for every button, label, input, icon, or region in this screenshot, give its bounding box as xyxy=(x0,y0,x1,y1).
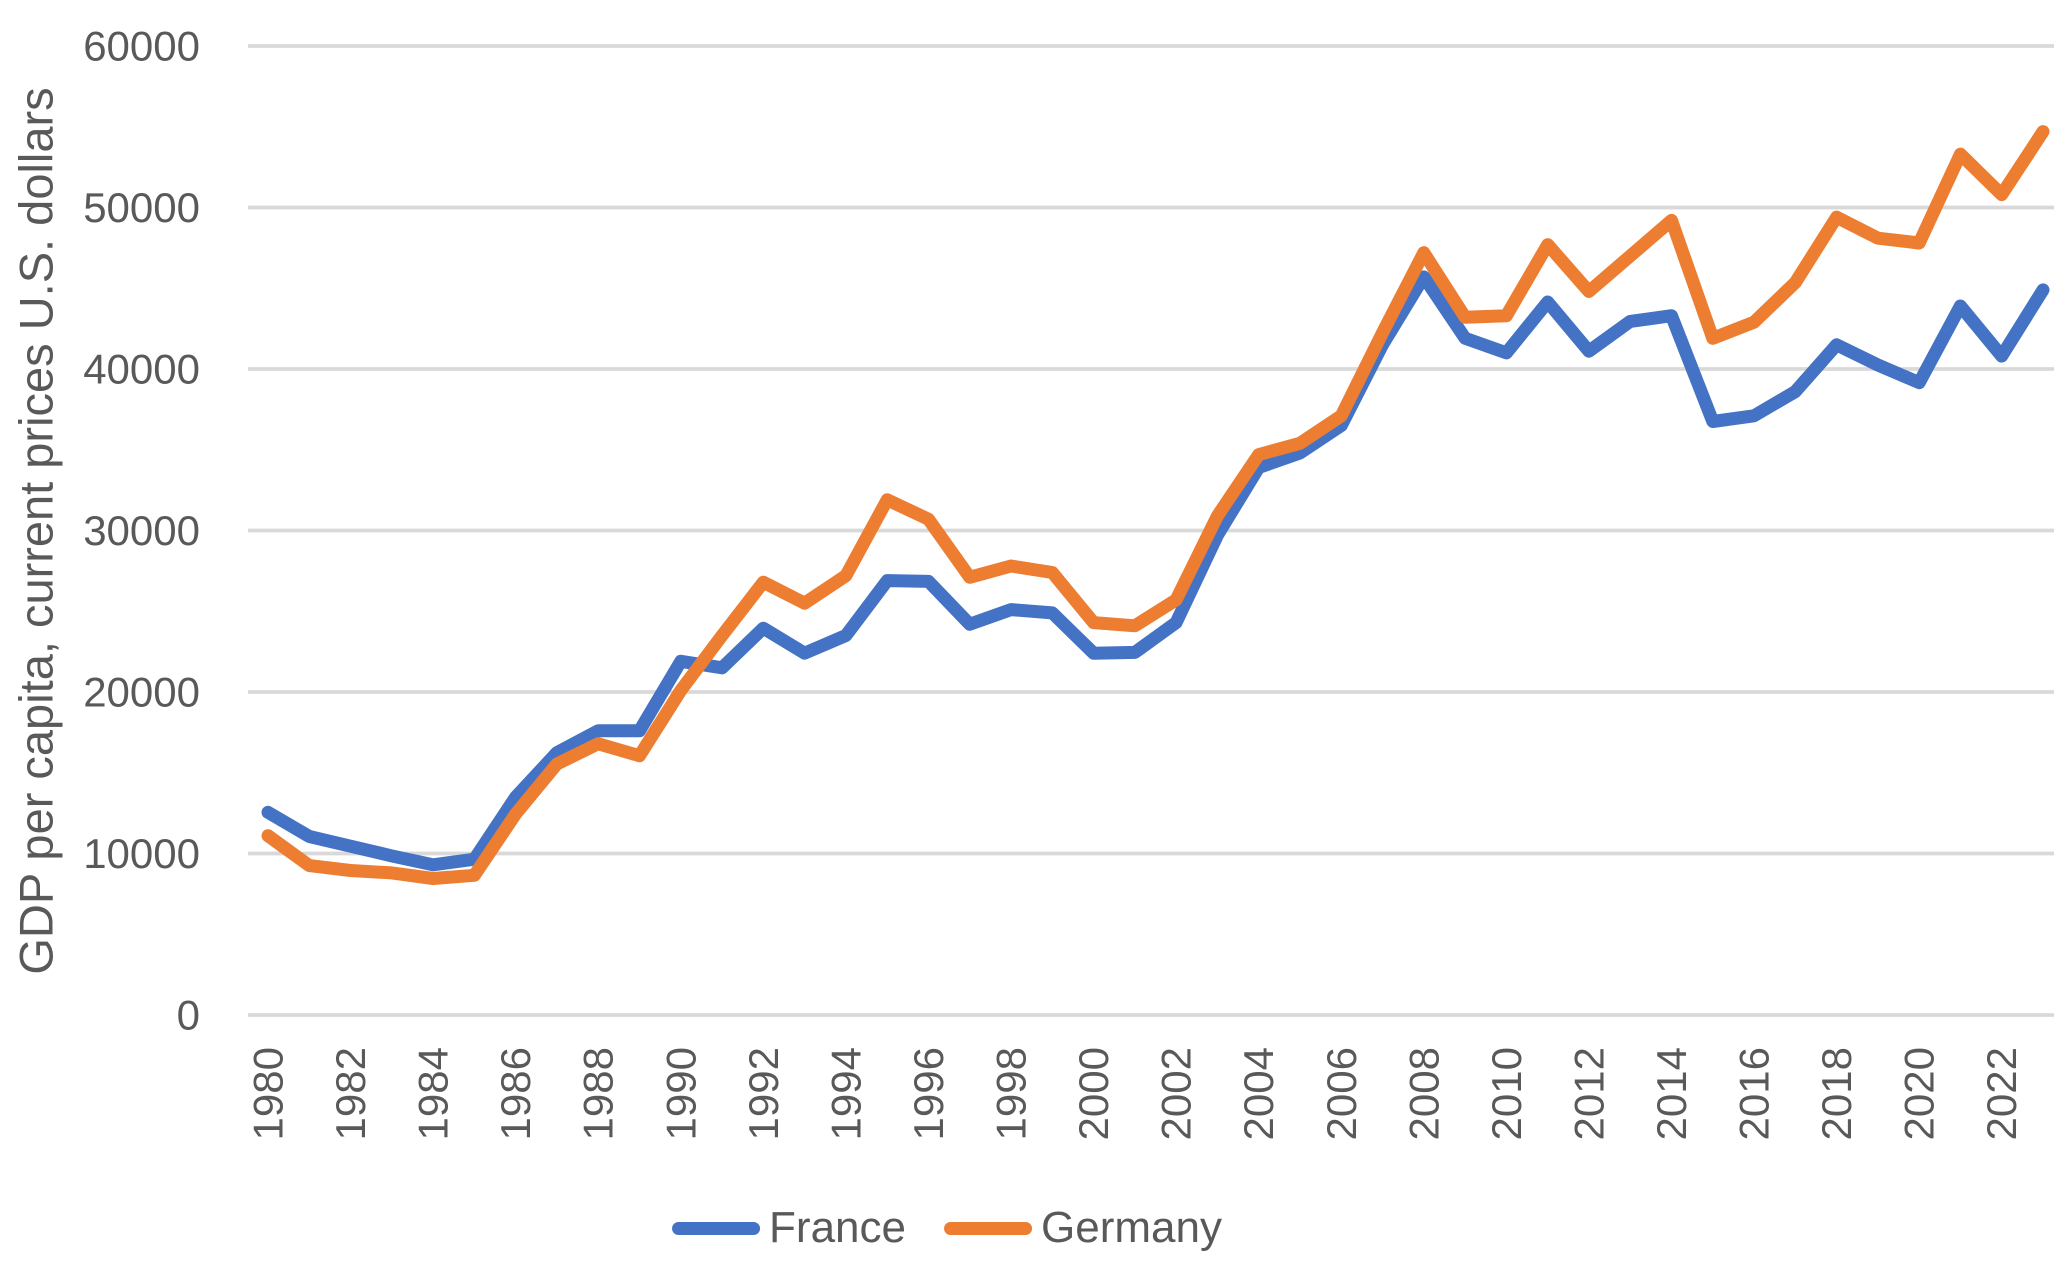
legend-item-germany: Germany xyxy=(944,1203,1222,1253)
y-tick-label-0: 0 xyxy=(177,992,200,1039)
x-tick-label-2012: 2012 xyxy=(1565,1047,1612,1140)
legend-swatch-germany-line-icon xyxy=(944,1221,1032,1235)
x-tick-label-2022: 2022 xyxy=(1978,1047,2025,1140)
x-tick-label-2004: 2004 xyxy=(1235,1047,1282,1140)
series-line-germany xyxy=(261,125,2050,885)
x-tick-label-1996: 1996 xyxy=(905,1047,952,1140)
x-tick-label-2002: 2002 xyxy=(1153,1047,1200,1140)
x-tick-label-2010: 2010 xyxy=(1483,1047,1530,1140)
x-tick-label-2000: 2000 xyxy=(1070,1047,1117,1140)
x-tick-label-1984: 1984 xyxy=(410,1047,457,1140)
x-tick-label-2008: 2008 xyxy=(1400,1047,1447,1140)
x-tick-label-1990: 1990 xyxy=(657,1047,704,1140)
x-tick-label-1994: 1994 xyxy=(822,1047,869,1140)
legend-label-france: France xyxy=(769,1203,906,1252)
x-tick-label-1992: 1992 xyxy=(740,1047,787,1140)
y-tick-label-40000: 40000 xyxy=(83,346,200,393)
x-tick-label-2014: 2014 xyxy=(1648,1047,1695,1140)
y-axis-title: GDP per capita, current prices U.S. doll… xyxy=(9,87,63,975)
x-tick-label-2006: 2006 xyxy=(1318,1047,1365,1140)
x-tick-label-2018: 2018 xyxy=(1813,1047,1860,1140)
legend-swatch-france-line-icon xyxy=(672,1221,761,1235)
x-tick-label-1980: 1980 xyxy=(245,1047,292,1140)
legend: France Germany xyxy=(672,1203,1222,1253)
series-line-france xyxy=(261,270,2050,872)
y-tick-label-10000: 10000 xyxy=(83,830,200,877)
x-tick-label-1988: 1988 xyxy=(575,1047,622,1140)
y-tick-label-60000: 60000 xyxy=(83,23,200,70)
legend-label-germany: Germany xyxy=(1041,1203,1222,1252)
x-tick-label-2020: 2020 xyxy=(1896,1047,1943,1140)
x-tick-label-2016: 2016 xyxy=(1731,1047,1778,1140)
y-tick-label-30000: 30000 xyxy=(83,507,200,554)
y-tick-label-20000: 20000 xyxy=(83,669,200,716)
legend-item-france: France xyxy=(672,1203,906,1253)
y-tick-label-50000: 50000 xyxy=(83,184,200,231)
x-tick-label-1998: 1998 xyxy=(988,1047,1035,1140)
x-tick-label-1986: 1986 xyxy=(492,1047,539,1140)
x-tick-label-1982: 1982 xyxy=(327,1047,374,1140)
